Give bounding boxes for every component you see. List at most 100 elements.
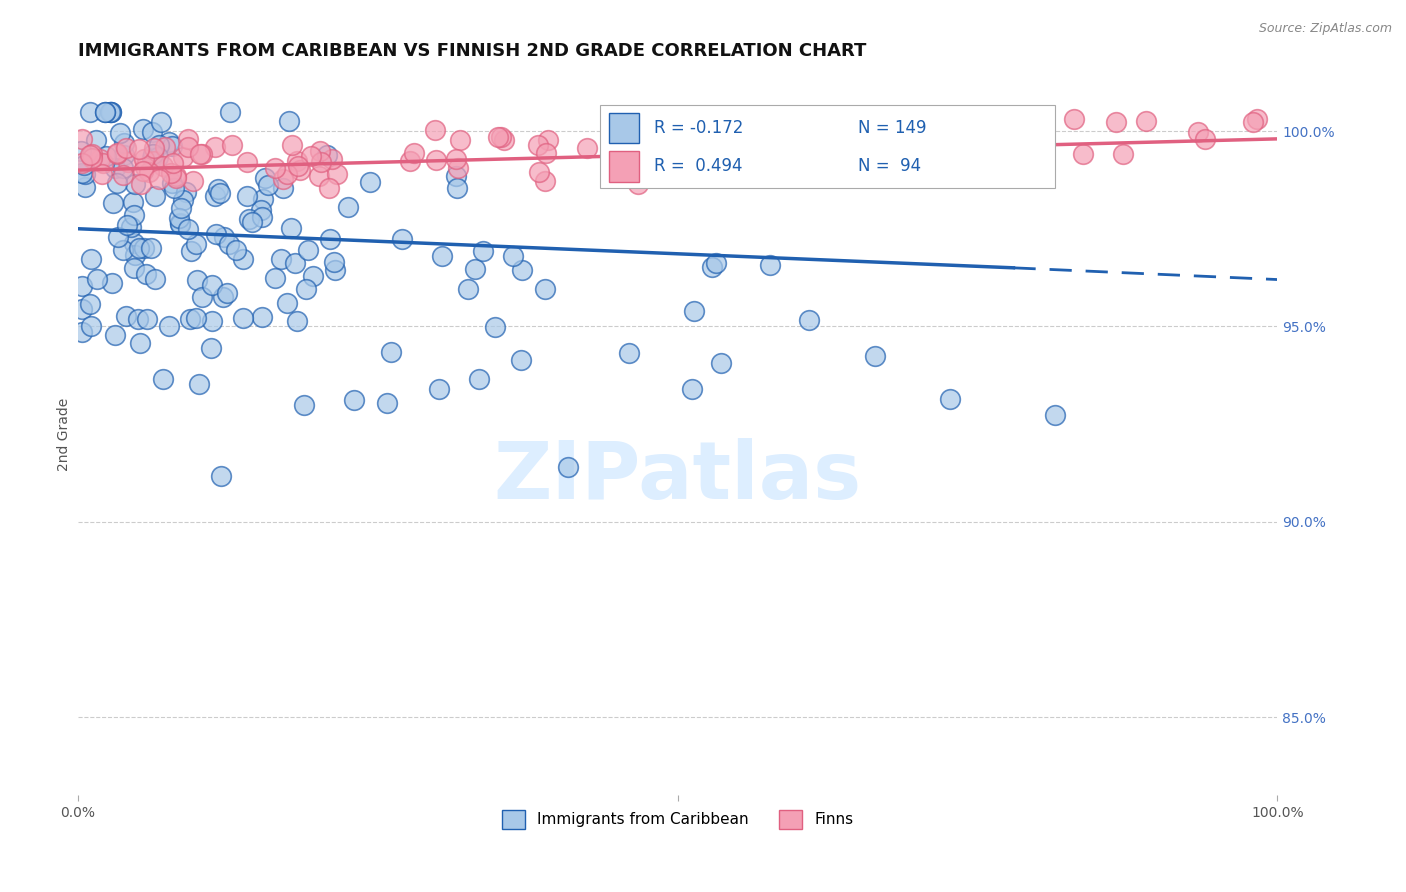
Point	[134, 160, 156, 174]
Point	[204, 140, 226, 154]
Point	[446, 161, 468, 175]
Point	[135, 312, 157, 326]
Point	[238, 212, 260, 227]
Point	[112, 161, 135, 175]
Point	[184, 236, 207, 251]
Point	[271, 172, 294, 186]
Point	[143, 272, 166, 286]
Text: IMMIGRANTS FROM CARIBBEAN VS FINNISH 2ND GRADE CORRELATION CHART: IMMIGRANTS FROM CARIBBEAN VS FINNISH 2ND…	[79, 42, 866, 60]
Point	[402, 146, 425, 161]
Point	[288, 163, 311, 178]
Point	[512, 263, 534, 277]
Point	[276, 167, 298, 181]
Point	[700, 260, 723, 274]
Point	[112, 168, 135, 182]
Point	[150, 114, 173, 128]
Point	[100, 104, 122, 119]
Point	[250, 202, 273, 217]
Point	[425, 123, 447, 137]
Point	[534, 146, 557, 161]
Point	[177, 140, 200, 154]
Point	[177, 221, 200, 235]
Point	[337, 200, 360, 214]
Point	[299, 149, 322, 163]
Point	[162, 176, 184, 190]
Point	[672, 145, 695, 159]
Point	[281, 137, 304, 152]
Point	[152, 372, 174, 386]
Point	[200, 341, 222, 355]
Point	[710, 356, 733, 370]
Point	[72, 156, 94, 170]
Point	[157, 135, 180, 149]
Point	[903, 146, 925, 161]
Point	[186, 273, 208, 287]
Point	[160, 166, 183, 180]
Point	[72, 166, 94, 180]
Point	[308, 169, 330, 183]
Point	[209, 186, 232, 200]
Point	[204, 227, 226, 242]
Point	[232, 311, 254, 326]
Point	[139, 241, 162, 255]
Point	[276, 296, 298, 310]
Point	[991, 124, 1014, 138]
Point	[172, 150, 194, 164]
Point	[122, 195, 145, 210]
Point	[484, 319, 506, 334]
Point	[80, 319, 103, 334]
Point	[73, 167, 96, 181]
Point	[240, 214, 263, 228]
Point	[468, 371, 491, 385]
Point	[79, 148, 101, 162]
Point	[449, 132, 471, 146]
Point	[294, 282, 316, 296]
Point	[142, 147, 165, 161]
Point	[93, 104, 115, 119]
Point	[527, 138, 550, 153]
Point	[212, 290, 235, 304]
Point	[105, 176, 128, 190]
Text: ZIPatlas: ZIPatlas	[494, 438, 862, 516]
Point	[100, 104, 122, 119]
Text: N =  94: N = 94	[858, 157, 921, 176]
Point	[773, 131, 796, 145]
Point	[190, 290, 212, 304]
Point	[890, 148, 912, 162]
Point	[127, 311, 149, 326]
Point	[157, 318, 180, 333]
Point	[316, 147, 339, 161]
Point	[252, 310, 274, 325]
Point	[510, 353, 533, 368]
Point	[287, 160, 309, 174]
Point	[309, 154, 332, 169]
Point	[89, 152, 111, 166]
Point	[1043, 408, 1066, 422]
Point	[250, 210, 273, 224]
Point	[70, 302, 93, 317]
Point	[111, 243, 134, 257]
Point	[1029, 152, 1052, 166]
Point	[94, 149, 117, 163]
Point	[799, 313, 821, 327]
Point	[162, 139, 184, 153]
Point	[323, 254, 346, 268]
Point	[115, 140, 138, 154]
Point	[120, 219, 142, 234]
Point	[636, 149, 658, 163]
Point	[225, 243, 247, 257]
Point	[326, 168, 349, 182]
Point	[138, 165, 160, 179]
Point	[207, 182, 229, 196]
Point	[143, 188, 166, 202]
Point	[117, 218, 139, 232]
Point	[112, 136, 135, 150]
Point	[101, 196, 124, 211]
Point	[789, 119, 811, 133]
Point	[169, 216, 191, 230]
Point	[292, 398, 315, 412]
Point	[457, 282, 479, 296]
Point	[129, 177, 152, 191]
Point	[446, 169, 468, 184]
Point	[219, 104, 242, 119]
